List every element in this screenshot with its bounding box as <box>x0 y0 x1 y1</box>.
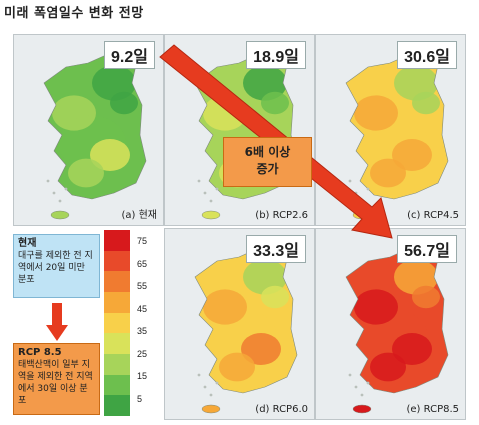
heat-region <box>354 95 398 131</box>
caption-rcp45: (c) RCP4.5 <box>407 210 459 221</box>
down-arrow-icon <box>46 303 68 341</box>
heat-region <box>243 259 287 295</box>
current-note-box: 현재 대구를 제외한 전 지역에서 20일 미만 분포 <box>13 234 100 298</box>
caption-rcp85: (e) RCP8.5 <box>406 404 460 415</box>
island <box>52 191 56 195</box>
legend-swatch <box>104 395 130 417</box>
island <box>348 373 352 377</box>
callout-line1: 6배 이상 <box>244 145 291 159</box>
increase-callout: 6배 이상 증가 <box>223 137 312 187</box>
caption-current: (a) 현재 <box>121 210 157 221</box>
color-legend-bar <box>104 230 130 417</box>
days-label-rcp60: 33.3일 <box>246 235 306 263</box>
heat-region <box>392 139 432 171</box>
korea-map-current <box>43 52 147 220</box>
island <box>366 187 370 191</box>
jeju-island <box>352 404 372 414</box>
legend-label: 65 <box>137 258 148 269</box>
map-panel-rcp60: 33.3일 (d) RCP6.0 <box>164 228 315 420</box>
island <box>46 179 50 183</box>
heat-region <box>412 285 440 309</box>
heat-region <box>92 65 136 101</box>
heat-region <box>90 139 130 171</box>
callout-line2: 증가 <box>256 162 279 176</box>
legend-label: 75 <box>137 236 148 246</box>
island <box>354 191 358 195</box>
rcp85-note-heading: RCP 8.5 <box>18 347 62 358</box>
heat-region <box>261 91 289 115</box>
page-title: 미래 폭염일수 변화 전망 <box>4 6 144 21</box>
heat-region <box>370 158 406 188</box>
legend-label: 55 <box>137 281 148 291</box>
legend-label: 35 <box>137 326 148 336</box>
heat-region <box>203 289 247 325</box>
days-label-rcp26: 18.9일 <box>246 41 306 69</box>
heat-region <box>354 289 398 325</box>
legend-label: 15 <box>137 371 148 381</box>
current-note-text: 대구를 제외한 전 지역에서 20일 미만 분포 <box>18 251 93 285</box>
island <box>203 191 207 195</box>
map-panel-rcp85: 56.7일 (e) RCP8.5 <box>315 228 466 420</box>
jeju-island <box>352 210 372 220</box>
island <box>354 385 358 389</box>
legend-swatch <box>104 333 130 355</box>
map-panel-rcp26: 18.9일 (b) RCP2.6 <box>164 34 315 226</box>
island <box>197 179 201 183</box>
jeju-island <box>50 210 70 220</box>
island <box>215 381 219 385</box>
caption-rcp26: (b) RCP2.6 <box>255 210 308 221</box>
heat-region <box>203 95 247 131</box>
legend-swatch <box>104 292 130 314</box>
days-label-current: 9.2일 <box>104 41 155 69</box>
island <box>203 385 207 389</box>
legend-label: 5 <box>137 393 143 404</box>
legend-swatch <box>104 230 130 252</box>
island <box>348 179 352 183</box>
korea-map-rcp60 <box>194 246 298 414</box>
legend-swatch <box>104 374 130 396</box>
rcp85-note-box: RCP 8.5 태백산맥이 일부 지역을 제외한 전 지역에서 30일 이상 분… <box>13 343 100 415</box>
island <box>360 393 364 397</box>
legend-label: 25 <box>137 348 148 359</box>
heat-region <box>392 333 432 365</box>
legend-swatch <box>104 250 130 272</box>
rcp85-note-text: 태백산맥이 일부 지역을 제외한 전 지역에서 30일 이상 분포 <box>18 360 93 406</box>
legend-swatch <box>104 271 130 293</box>
current-note-heading: 현재 <box>18 238 37 249</box>
island <box>215 187 219 191</box>
jeju-island <box>201 210 221 220</box>
heat-region <box>219 352 255 382</box>
heat-region <box>394 65 438 101</box>
island <box>64 187 68 191</box>
island <box>209 199 213 203</box>
heat-region <box>412 91 440 115</box>
heat-region <box>241 333 281 365</box>
map-panel-current: 9.2일 (a) 현재 <box>13 34 164 226</box>
heat-region <box>394 259 438 295</box>
island <box>197 373 201 377</box>
days-label-rcp45: 30.6일 <box>397 41 457 69</box>
legend-swatch <box>104 312 130 334</box>
caption-rcp60: (d) RCP6.0 <box>255 404 308 415</box>
heat-region <box>370 352 406 382</box>
legend-swatch <box>104 354 130 376</box>
heat-region <box>261 285 289 309</box>
island <box>58 199 62 203</box>
jeju-island <box>201 404 221 414</box>
island <box>360 199 364 203</box>
legend-label: 45 <box>137 303 148 314</box>
heat-region <box>68 158 104 188</box>
heat-region <box>110 91 138 115</box>
island <box>366 381 370 385</box>
days-label-rcp85: 56.7일 <box>397 235 457 263</box>
heat-region <box>52 95 96 131</box>
korea-map-rcp85 <box>345 246 449 414</box>
map-panel-rcp45: 30.6일 (c) RCP4.5 <box>315 34 466 226</box>
island <box>209 393 213 397</box>
